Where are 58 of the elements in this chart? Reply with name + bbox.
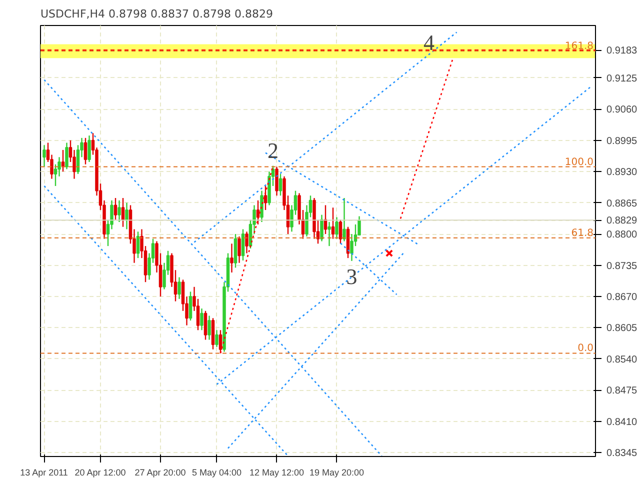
chart-title: USDCHF,H4 0.8798 0.8837 0.8798 0.8829 [40, 8, 273, 20]
candlestick [208, 315, 211, 340]
x-tick-label: 5 May 04:00 [192, 468, 242, 478]
x-tick-label: 13 Apr 2011 [20, 468, 68, 478]
candlestick [125, 202, 128, 230]
candlestick [215, 330, 218, 348]
candlestick [84, 137, 88, 165]
candlestick [335, 216, 338, 240]
y-tick-label: 0.8829 [606, 216, 638, 227]
y-tick-label: 0.9060 [606, 104, 638, 116]
candlestick [328, 221, 331, 247]
candlestick [264, 185, 268, 211]
candlestick [118, 200, 121, 223]
candlestick [260, 190, 264, 223]
y-tick-label: 0.8540 [606, 354, 638, 366]
candlestick [278, 173, 282, 196]
candlestick [88, 134, 91, 163]
y-tick-label: 0.8345 [606, 448, 638, 460]
candlestick [178, 276, 181, 300]
y-tick-label: 0.8800 [606, 230, 638, 241]
candlestick [338, 219, 342, 244]
candlestick [218, 330, 222, 354]
y-tick-label: 0.8995 [606, 136, 638, 147]
candlestick [42, 144, 46, 168]
candlestick [188, 291, 192, 322]
y-tick-label: 0.8410 [606, 416, 638, 428]
candlestick [204, 310, 208, 340]
y-tick-label: 0.8475 [606, 386, 638, 397]
annotation: 100.0 [564, 156, 594, 168]
y-tick-label: 0.8670 [606, 292, 638, 303]
candlestick [65, 142, 68, 170]
candlestick [331, 207, 335, 240]
y-tick-label: 0.9125 [606, 73, 638, 84]
candlestick [275, 166, 278, 196]
candlestick [200, 308, 204, 331]
annotation: 3 [346, 264, 358, 289]
x-tick-label: 27 Apr 20:00 [134, 468, 186, 478]
candlestick [245, 231, 248, 254]
candlestick [121, 197, 125, 228]
annotation: 61.8 [571, 228, 594, 239]
candlestick [241, 228, 245, 262]
y-tick-label: 0.8865 [606, 198, 638, 210]
y-tick-label: 0.8605 [606, 323, 638, 334]
x-tick-label: 20 Apr 12:00 [74, 468, 126, 478]
candlestick [342, 197, 346, 242]
candlestick [238, 236, 241, 264]
annotation: 0.0 [578, 343, 594, 354]
y-tick-label: 0.9183 [606, 46, 638, 57]
candlestick [230, 243, 234, 274]
y-tick-label: 0.8930 [606, 167, 638, 178]
x-tick-label: 12 May 12:00 [249, 468, 304, 478]
candlestick [320, 214, 324, 242]
candlestick [114, 197, 118, 220]
x-tick-label: 19 May 20:00 [309, 468, 364, 478]
annotation: 2 [268, 138, 278, 163]
y-tick-label: 0.8735 [606, 260, 638, 272]
annotation: 161.8 [564, 40, 594, 52]
candlestick [136, 231, 140, 259]
